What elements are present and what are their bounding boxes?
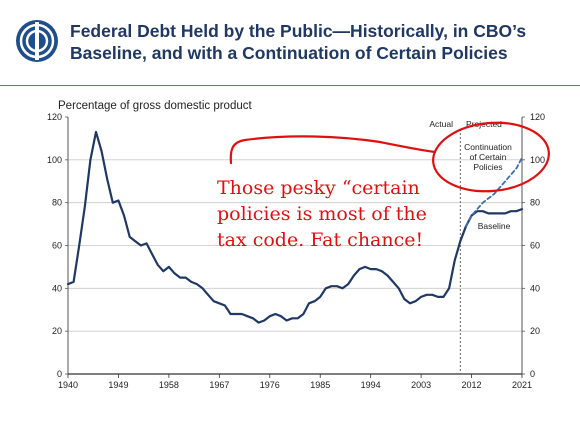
annotation-bracket	[229, 135, 437, 165]
title-line-1: Federal Debt Held by the Public—Historic…	[70, 21, 527, 41]
annotation-line-1: Those pesky “certain	[217, 177, 420, 199]
y-tick-left-80: 80	[52, 198, 62, 208]
y-tick-left-100: 100	[47, 155, 62, 165]
annotation-circle	[432, 121, 550, 193]
continuation-label-2: of Certain	[470, 152, 507, 162]
x-tick-1958: 1958	[159, 380, 179, 390]
y-tick-right-20: 20	[530, 326, 540, 336]
y-tick-left-120: 120	[47, 112, 62, 122]
tick-labels: 0 0 20 20 40 40 60 60 80 80 100 100 120 120 1940 1949 19…	[47, 112, 545, 390]
axes	[65, 116, 525, 378]
page-title: Federal Debt Held by the Public—Historic…	[70, 20, 570, 64]
y-tick-left-40: 40	[52, 283, 62, 293]
annotation-line-3: tax code. Fat chance!	[217, 229, 423, 251]
continuation-label-3: Policies	[473, 162, 502, 172]
baseline-label: Baseline	[478, 221, 511, 231]
y-tick-left-20: 20	[52, 326, 62, 336]
y-axis-label: Percentage of gross domestic product	[58, 100, 252, 112]
y-tick-right-40: 40	[530, 283, 540, 293]
x-tick-1949: 1949	[108, 380, 128, 390]
series-marks	[66, 130, 524, 324]
y-tick-left-60: 60	[52, 241, 62, 251]
actual-label: Actual	[429, 119, 453, 129]
x-tick-1976: 1976	[260, 380, 280, 390]
title-line-2: Baseline, and with a Continuation of Cer…	[70, 43, 508, 63]
grid-lines	[68, 159, 522, 332]
x-tick-2003: 2003	[411, 380, 431, 390]
x-tick-1967: 1967	[209, 380, 229, 390]
x-tick-1985: 1985	[310, 380, 330, 390]
y-tick-left-0: 0	[57, 369, 62, 379]
series-line-1	[465, 156, 523, 228]
logo-icon	[16, 20, 58, 62]
y-tick-right-60: 60	[530, 241, 540, 251]
y-tick-right-0: 0	[530, 369, 535, 379]
continuation-label-1: Continuation	[464, 142, 512, 152]
header-divider	[0, 85, 580, 86]
y-tick-right-80: 80	[530, 198, 540, 208]
x-tick-1940: 1940	[58, 380, 78, 390]
x-tick-2021: 2021	[512, 380, 532, 390]
x-tick-2012: 2012	[462, 380, 482, 390]
x-tick-1994: 1994	[361, 380, 381, 390]
annotation-line-2: policies is most of the	[217, 203, 427, 225]
y-tick-right-120: 120	[530, 112, 545, 122]
series-line-0	[66, 130, 524, 324]
y-tick-right-100: 100	[530, 155, 545, 165]
slide-header: Federal Debt Held by the Public—Historic…	[0, 0, 580, 86]
